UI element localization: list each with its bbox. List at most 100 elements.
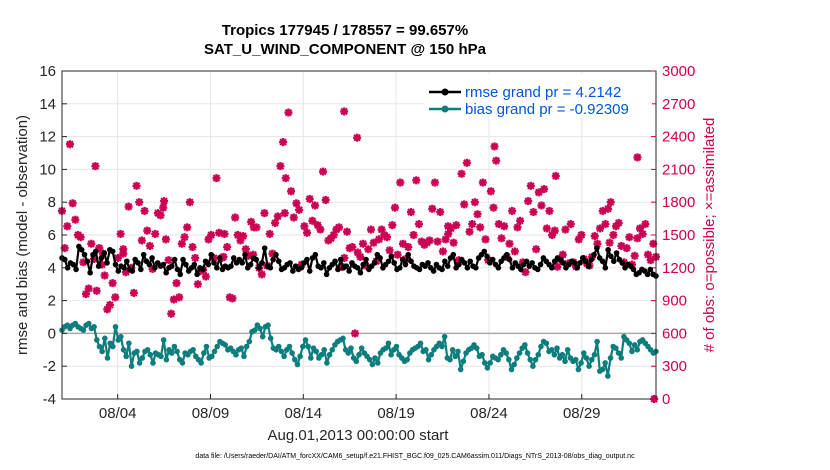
rmse-point xyxy=(549,265,555,271)
bias-point xyxy=(281,353,287,360)
bias-point xyxy=(147,351,154,358)
obs-count-marker xyxy=(489,203,498,212)
obs-count-marker-d2 xyxy=(630,252,639,260)
obs-count-marker-d2 xyxy=(404,243,412,251)
obs-count-marker xyxy=(452,221,461,230)
obs-count-marker xyxy=(151,229,160,238)
rmse-point xyxy=(290,268,296,274)
bias-point xyxy=(404,356,410,363)
obs-count-marker-d2 xyxy=(231,213,239,222)
obs-count-marker xyxy=(353,133,362,142)
chart-title: Tropics 177945 / 178557 = 99.657% xyxy=(222,22,468,39)
obs-count-marker xyxy=(207,231,216,239)
bias-point xyxy=(134,348,140,355)
rmse-point xyxy=(405,251,412,258)
obs-count-marker-d2 xyxy=(271,219,279,227)
bias-point xyxy=(503,350,509,356)
obs-count-marker xyxy=(100,271,109,280)
rmse-point xyxy=(78,246,85,253)
legend-rmse-label: rmse grand pr = 4.2142 xyxy=(465,84,621,101)
bias-point xyxy=(615,350,622,356)
rmse-point xyxy=(599,258,606,265)
rmse-point xyxy=(287,260,293,266)
obs-count-marker xyxy=(358,239,367,248)
obs-count-marker-d2 xyxy=(500,222,508,230)
obs-count-marker-d2 xyxy=(146,242,154,250)
rmse-point xyxy=(152,265,158,271)
y2-tick-label: 0 xyxy=(662,391,670,408)
obs-count-marker-d2 xyxy=(100,271,109,280)
obs-count-marker xyxy=(510,247,519,256)
obs-count-marker-d2 xyxy=(340,107,348,116)
obs-count-marker xyxy=(465,227,474,236)
obs-count-marker xyxy=(462,158,471,167)
obs-count-marker xyxy=(438,247,447,256)
obs-count-marker xyxy=(280,209,289,218)
y2-axis-label: # of obs: o=possible; ×=assimilated xyxy=(701,118,718,353)
bias-point xyxy=(158,353,164,360)
obs-count-marker xyxy=(614,218,623,227)
obs-count-marker xyxy=(486,187,495,196)
legend-box xyxy=(424,74,652,118)
obs-count-marker-d2 xyxy=(473,210,482,218)
rmse-point xyxy=(523,258,530,265)
bias-point xyxy=(447,356,453,363)
obs-count-marker xyxy=(295,205,304,214)
bias-point xyxy=(259,333,266,340)
obs-count-marker xyxy=(340,107,349,116)
bias-point xyxy=(222,342,229,348)
obs-count-marker-d2 xyxy=(439,247,447,256)
rmse-point xyxy=(582,258,589,265)
bias-point xyxy=(150,360,156,366)
obs-count-marker-d2 xyxy=(649,240,658,248)
y-tick-label: -4 xyxy=(43,391,56,408)
rmse-point xyxy=(304,256,310,263)
obs-count-marker xyxy=(566,220,575,229)
obs-count-marker-d2 xyxy=(91,162,100,170)
bias-point xyxy=(118,333,124,340)
bias-point xyxy=(308,355,314,361)
bias-point xyxy=(144,347,151,353)
x-tick-label: 08/04 xyxy=(99,405,137,422)
x-tick-label: 08/14 xyxy=(285,405,323,422)
obs-count-marker-d2 xyxy=(335,223,343,232)
obs-count-marker-d2 xyxy=(303,229,311,237)
obs-count-marker-d2 xyxy=(84,284,93,293)
obs-count-marker-d2 xyxy=(543,224,551,233)
obs-count-marker xyxy=(241,245,250,254)
obs-count-marker xyxy=(609,231,618,239)
obs-count-marker xyxy=(68,199,77,208)
bias-point xyxy=(324,360,330,366)
bias-point xyxy=(110,343,116,350)
bias-point xyxy=(297,353,303,360)
obs-count-marker xyxy=(404,243,413,252)
obs-count-marker-d2 xyxy=(641,220,650,228)
obs-count-marker-d2 xyxy=(321,196,330,204)
rmse-point xyxy=(425,260,431,266)
obs-count-marker-d2 xyxy=(436,208,444,216)
obs-count-marker-d2 xyxy=(495,220,503,228)
obs-count-marker xyxy=(551,171,560,180)
obs-count-marker-d2 xyxy=(567,220,575,228)
rmse-point xyxy=(509,265,516,271)
obs-count-marker xyxy=(271,218,280,227)
bias-point xyxy=(136,360,143,366)
obs-count-marker-d2 xyxy=(300,222,309,230)
rmse-point xyxy=(608,253,614,260)
obs-count-marker-d2 xyxy=(316,225,325,234)
rmse-point xyxy=(605,246,611,253)
rmse-point xyxy=(101,250,108,256)
obs-count-marker xyxy=(524,197,533,206)
obs-count-marker xyxy=(228,294,237,303)
obs-count-marker xyxy=(605,238,614,247)
obs-count-marker xyxy=(561,225,570,234)
obs-count-marker-d2 xyxy=(521,268,530,276)
obs-count-marker xyxy=(449,238,458,247)
obs-count-marker-d2 xyxy=(471,198,479,206)
obs-count-marker-d2 xyxy=(601,220,610,228)
y2-tick-label: 2700 xyxy=(662,96,695,113)
obs-count-marker xyxy=(545,206,554,215)
obs-count-marker-d2 xyxy=(359,240,367,248)
bias-point xyxy=(527,356,534,363)
rmse-point xyxy=(140,251,147,258)
